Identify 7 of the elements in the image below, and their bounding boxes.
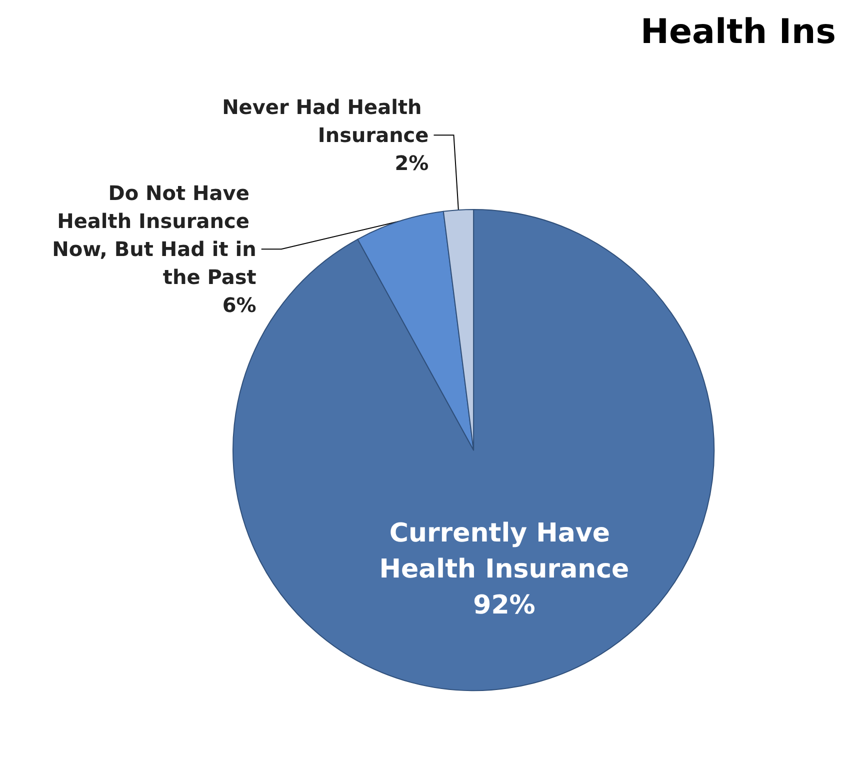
- data-label: 6%: [222, 293, 256, 318]
- data-label: 2%: [394, 151, 429, 176]
- data-label: 92%: [473, 590, 536, 620]
- slice-label: Never Had Health Insurance: [222, 95, 429, 148]
- chart-title: Health Ins: [640, 12, 836, 52]
- slice-label: Currently Have Health Insurance: [379, 518, 630, 584]
- slice-label: Do Not Have Health Insurance Now, But Had it in the Past: [52, 181, 257, 290]
